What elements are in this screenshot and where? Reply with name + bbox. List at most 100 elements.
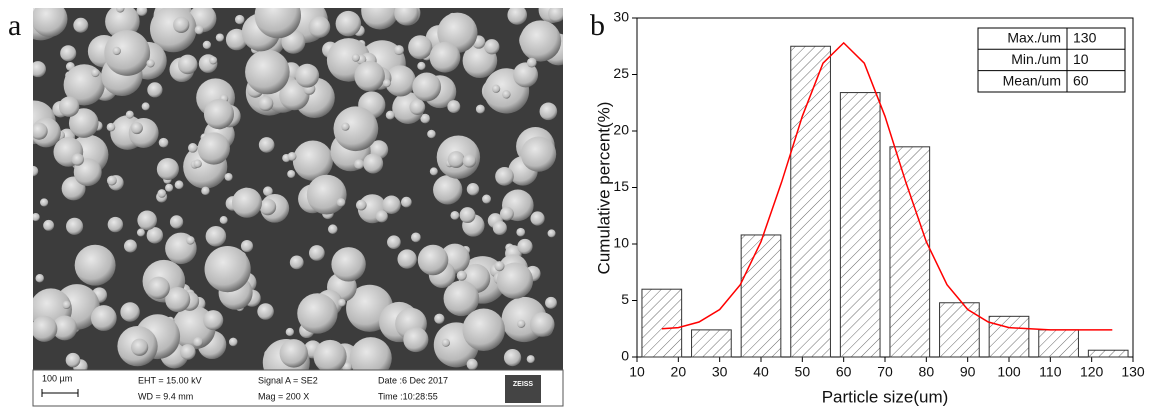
y-tick-label: 5 bbox=[621, 291, 629, 307]
bar bbox=[988, 315, 1030, 358]
bar bbox=[939, 302, 980, 358]
particle bbox=[71, 153, 84, 166]
particle bbox=[408, 35, 433, 60]
particle bbox=[401, 196, 412, 208]
particle bbox=[441, 338, 451, 347]
particle bbox=[33, 165, 39, 177]
particle bbox=[263, 186, 273, 197]
panel-label: b bbox=[590, 9, 605, 42]
particle bbox=[146, 227, 164, 244]
particle bbox=[548, 8, 563, 23]
particle bbox=[429, 41, 461, 73]
particle bbox=[112, 46, 121, 56]
particle bbox=[526, 57, 537, 68]
particle bbox=[417, 61, 426, 71]
particle bbox=[106, 122, 116, 132]
info-text: Signal A = SE2 bbox=[258, 375, 318, 385]
particle bbox=[462, 154, 477, 168]
particle bbox=[482, 194, 492, 204]
particle bbox=[499, 206, 514, 221]
particle bbox=[165, 183, 174, 192]
particle bbox=[285, 327, 295, 337]
particle bbox=[40, 198, 49, 207]
x-tick-label: 50 bbox=[795, 364, 811, 380]
particle bbox=[141, 102, 150, 111]
scale-text: 100 µm bbox=[42, 373, 72, 383]
particle bbox=[287, 151, 297, 161]
info-text: Time :10:28:55 bbox=[378, 391, 438, 401]
bar bbox=[1038, 329, 1079, 358]
particle bbox=[43, 219, 55, 231]
particle bbox=[73, 17, 89, 33]
particle bbox=[197, 132, 230, 165]
particles bbox=[33, 8, 563, 370]
particle bbox=[65, 352, 81, 368]
bar bbox=[641, 288, 683, 358]
x-tick-label: 120 bbox=[1080, 364, 1104, 380]
particle bbox=[203, 310, 224, 331]
panel-label: a bbox=[8, 9, 21, 42]
particle bbox=[106, 175, 117, 186]
particle bbox=[433, 175, 463, 205]
particle bbox=[146, 59, 155, 68]
particle bbox=[203, 99, 235, 130]
particle bbox=[120, 302, 140, 322]
particle bbox=[387, 235, 401, 250]
particle bbox=[234, 14, 245, 25]
particle bbox=[427, 129, 436, 139]
info-bar bbox=[32, 369, 564, 407]
particle bbox=[459, 207, 476, 224]
particle bbox=[513, 62, 539, 88]
particle bbox=[456, 270, 467, 281]
particle bbox=[333, 106, 379, 152]
particle bbox=[450, 210, 460, 220]
scale-bar bbox=[41, 389, 79, 397]
particle bbox=[130, 338, 149, 356]
particle bbox=[257, 303, 274, 320]
y-tick-label: 15 bbox=[613, 178, 629, 194]
particle bbox=[136, 8, 148, 16]
particle bbox=[375, 210, 388, 223]
info-text: Mag = 200 X bbox=[258, 391, 309, 401]
particle bbox=[417, 244, 449, 276]
particle bbox=[363, 153, 384, 174]
particle bbox=[33, 61, 46, 78]
particle bbox=[115, 8, 125, 13]
particle bbox=[130, 122, 143, 135]
particle bbox=[484, 39, 500, 55]
particle bbox=[495, 167, 514, 186]
info-text: Date :6 Dec 2017 bbox=[378, 375, 448, 385]
particle bbox=[73, 158, 102, 187]
particle bbox=[429, 167, 438, 176]
table-label: Max./um bbox=[1007, 30, 1061, 46]
particle bbox=[308, 16, 331, 38]
table-value: 130 bbox=[1073, 30, 1097, 46]
table-value: 10 bbox=[1073, 51, 1089, 67]
y-tick-label: 0 bbox=[621, 348, 629, 364]
particle bbox=[204, 246, 251, 293]
particle bbox=[517, 319, 526, 328]
particle bbox=[397, 249, 417, 269]
particle bbox=[520, 136, 557, 172]
particle bbox=[516, 227, 526, 237]
particle bbox=[530, 211, 545, 226]
particle bbox=[201, 186, 210, 196]
particle bbox=[104, 30, 151, 76]
particle bbox=[507, 8, 528, 25]
particle bbox=[91, 68, 100, 78]
x-tick-label: 20 bbox=[671, 364, 687, 380]
particle bbox=[327, 224, 338, 234]
particle bbox=[447, 151, 465, 169]
particle bbox=[475, 104, 485, 114]
info-text: WD = 9.4 mm bbox=[138, 391, 193, 401]
particle bbox=[128, 118, 159, 148]
x-tick-label: 130 bbox=[1121, 364, 1145, 380]
particle bbox=[335, 10, 362, 37]
particle bbox=[496, 262, 534, 299]
particle bbox=[412, 72, 442, 102]
x-tick-label: 100 bbox=[997, 364, 1021, 380]
particle bbox=[215, 33, 224, 42]
y-tick-label: 20 bbox=[613, 122, 629, 138]
particle bbox=[351, 53, 360, 62]
